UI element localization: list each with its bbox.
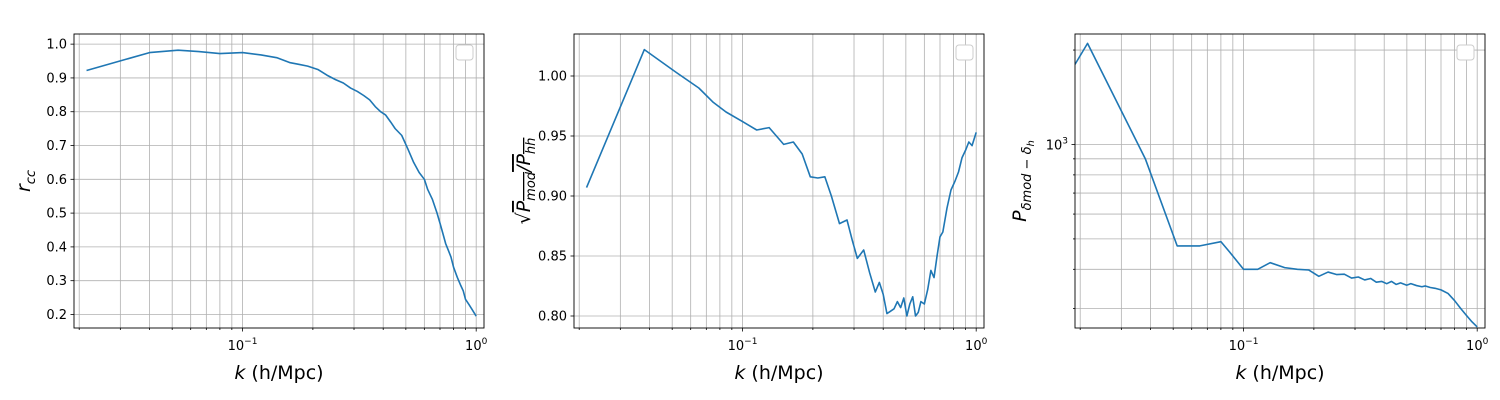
y-axis-subscript-den: hh [524,138,539,154]
x-axis-unit: (h/Mpc) [245,362,323,384]
x-tick-base: 10 [1229,339,1246,354]
y-axis-label: Pδmod − δh [1009,140,1037,222]
y-axis-symbol: P [1009,210,1031,222]
legend-box [455,44,474,61]
legend-box [955,44,974,61]
x-tick-label: 10−1 [728,337,758,354]
y-tick-label: 0.90 [538,190,567,205]
x-tick-base: 10 [728,339,745,354]
sqrt-sign: √ [513,211,535,224]
y-tick-label: 0.8 [46,105,67,120]
y-axis-slash: / [513,163,535,174]
y-tick-label: 0.7 [46,139,67,154]
y-tick-label: 0.6 [46,173,67,188]
x-tick-base: 10 [965,339,982,354]
x-axis-symbol: k [234,362,246,384]
y-axis-label: √Pmod/Phh [513,138,539,225]
y-tick-label: 1.00 [538,70,567,85]
x-tick-label: 100 [1466,337,1489,354]
x-axis-label: k (h/Mpc) [234,362,323,384]
y-axis-symbol-den: P [513,154,535,166]
data-series-line [1075,42,1478,328]
grid [74,34,484,328]
x-tick-exponent: −1 [744,337,757,347]
axes-frame [573,33,985,329]
legend-box [1456,44,1475,61]
x-axis-symbol: k [1235,362,1247,384]
y-axis-sub-subscript: h [1026,140,1037,146]
y-axis-subscript: cc [24,170,39,184]
y-tick-label: 103 [1046,136,1068,153]
x-axis-unit: (h/Mpc) [745,362,823,384]
y-tick-exponent: 3 [1062,136,1068,146]
x-axis-label: k (h/Mpc) [734,362,823,384]
sqrt-body: Pmod/Phh [513,138,539,213]
y-tick-label: 1.0 [46,38,67,53]
x-tick-label: 100 [965,337,988,354]
x-tick-exponent: −1 [244,337,257,347]
x-tick-exponent: −1 [1245,337,1258,347]
x-tick-base: 10 [1466,339,1483,354]
data-series-line [585,48,977,317]
y-tick-label: 0.9 [46,71,67,86]
axes-frame [1074,33,1486,329]
y-tick-label: 0.5 [46,207,67,222]
y-tick-base: 10 [1046,138,1063,153]
y-tick-label: 0.80 [538,310,567,325]
y-tick-label: 0.4 [46,240,67,255]
x-axis-unit: (h/Mpc) [1246,362,1324,384]
x-tick-exponent: 0 [482,337,488,347]
y-axis-subscript: δmod − δ [1020,146,1035,210]
x-tick-base: 10 [465,339,482,354]
x-tick-exponent: 0 [1483,337,1489,347]
y-tick-label: 0.85 [538,250,567,265]
y-tick-label: 0.2 [46,308,67,323]
x-axis-symbol: k [734,362,746,384]
grid [1075,34,1485,328]
y-axis-label: rcc [13,170,39,192]
x-tick-exponent: 0 [982,337,988,347]
grid [574,34,984,328]
y-axis-symbol: r [13,183,35,192]
x-tick-label: 10−1 [1229,337,1259,354]
axes-frame [73,33,485,329]
x-tick-label: 10−1 [228,337,258,354]
y-axis-symbol-num: P [513,200,535,212]
data-series-line [86,49,477,317]
y-tick-label: 0.3 [46,274,67,289]
x-tick-label: 100 [465,337,488,354]
x-tick-base: 10 [228,339,245,354]
x-axis-label: k (h/Mpc) [1235,362,1324,384]
y-axis-subscript-num: mod [524,171,539,201]
y-tick-label: 0.95 [538,130,567,145]
